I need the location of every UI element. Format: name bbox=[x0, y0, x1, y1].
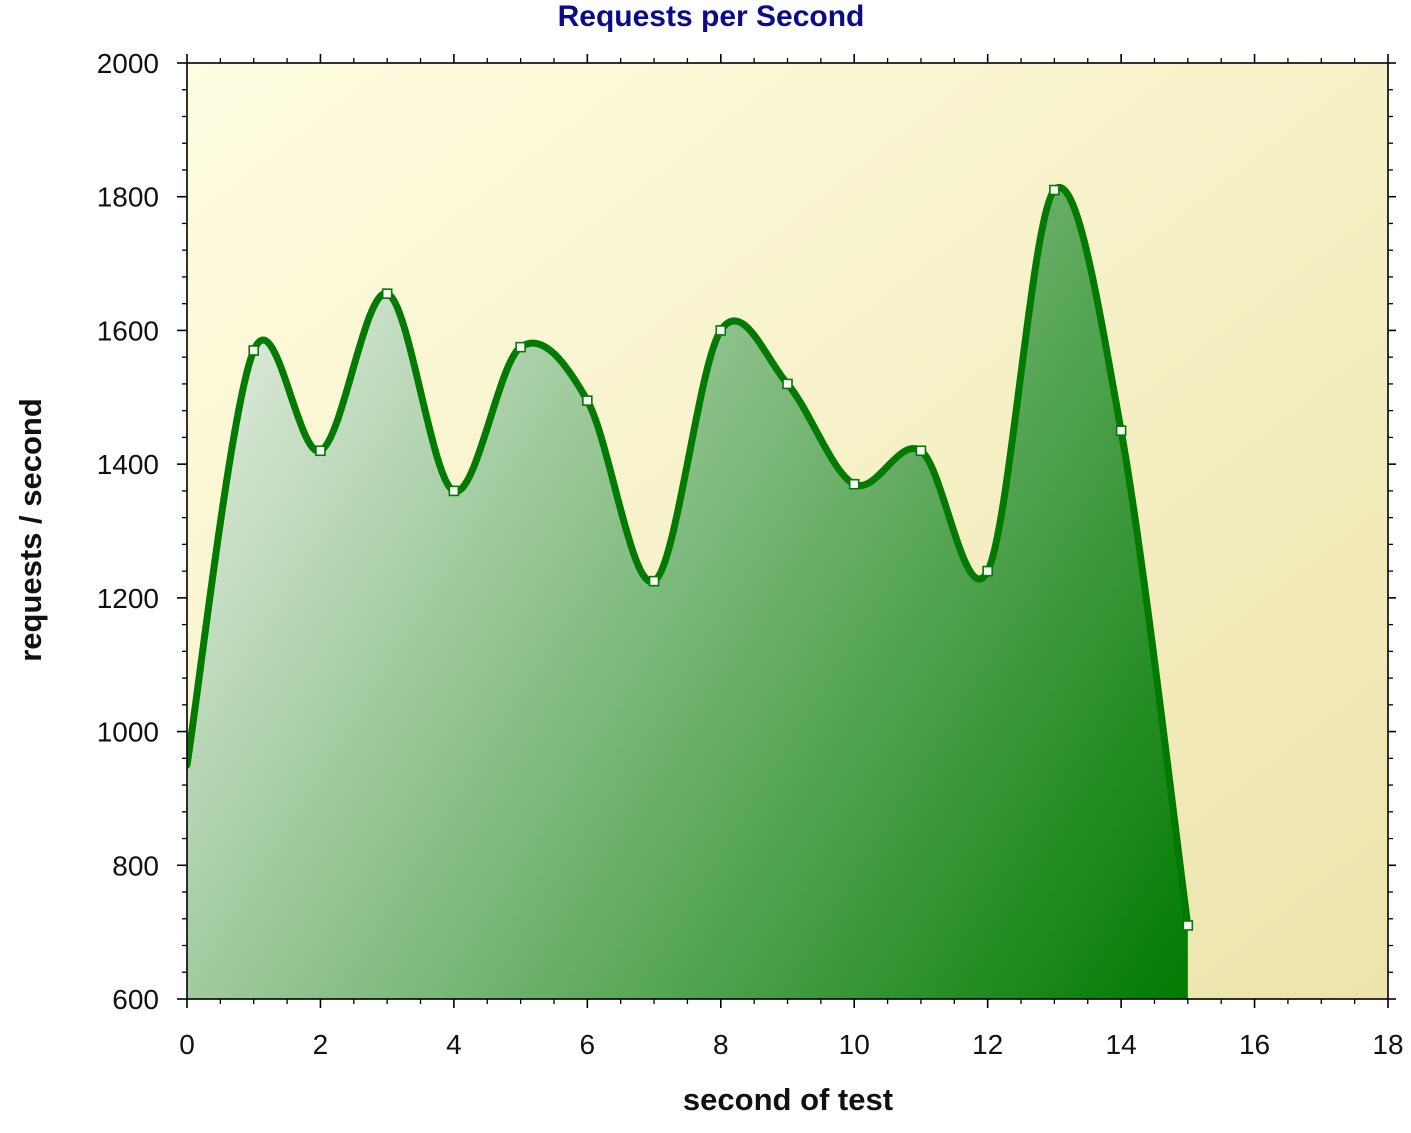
data-point bbox=[582, 395, 593, 406]
data-point bbox=[715, 325, 727, 336]
y-tick-label: 1800 bbox=[97, 182, 159, 213]
y-tick-label: 1000 bbox=[97, 717, 159, 748]
x-tick-label: 8 bbox=[713, 1029, 729, 1060]
x-tick-label: 4 bbox=[446, 1029, 462, 1060]
y-axis-title: requests / second bbox=[13, 398, 48, 662]
data-point bbox=[1115, 425, 1127, 437]
data-point bbox=[315, 445, 326, 457]
y-tick-label: 1600 bbox=[97, 315, 159, 346]
data-point bbox=[648, 575, 660, 587]
data-point bbox=[782, 378, 793, 390]
y-tick-label: 1400 bbox=[97, 449, 159, 480]
x-tick-label: 16 bbox=[1239, 1029, 1270, 1060]
x-tick-label: 2 bbox=[313, 1029, 329, 1060]
y-tick-label: 1200 bbox=[97, 583, 159, 614]
data-point bbox=[848, 478, 860, 490]
data-point bbox=[248, 345, 260, 356]
x-tick-label: 6 bbox=[580, 1029, 596, 1060]
data-point bbox=[515, 341, 526, 353]
y-tick-label: 2000 bbox=[97, 48, 159, 79]
y-tick-label: 600 bbox=[112, 984, 159, 1015]
data-point bbox=[381, 288, 393, 299]
chart-title: Requests per Second bbox=[558, 0, 865, 33]
x-tick-label: 12 bbox=[972, 1029, 1003, 1060]
data-point bbox=[1049, 184, 1060, 196]
data-point bbox=[1182, 920, 1194, 931]
data-point bbox=[448, 485, 460, 497]
x-axis-title: second of test bbox=[683, 1082, 893, 1117]
series-area-fill bbox=[187, 187, 1188, 999]
x-tick-label: 10 bbox=[839, 1029, 870, 1060]
x-tick-label: 18 bbox=[1372, 1029, 1403, 1060]
data-point bbox=[915, 445, 927, 457]
x-tick-label: 0 bbox=[179, 1029, 195, 1060]
x-tick-label: 14 bbox=[1106, 1029, 1137, 1060]
y-tick-label: 800 bbox=[112, 850, 159, 881]
data-point bbox=[982, 565, 993, 577]
